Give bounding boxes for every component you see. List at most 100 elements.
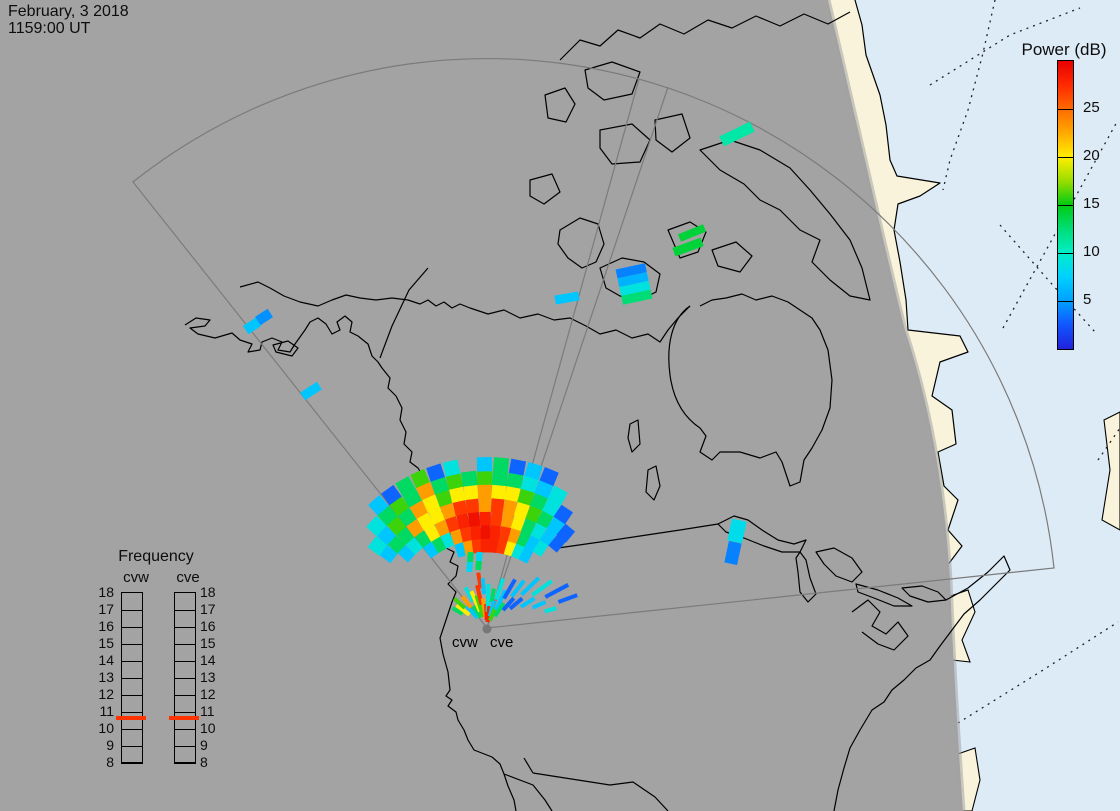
near-scatter-streak	[476, 572, 483, 589]
ladder-rung	[175, 695, 195, 696]
backscatter-cell	[491, 484, 507, 500]
ladder-tick-label: 9	[106, 737, 114, 753]
time-text: 1159:00 UT	[8, 20, 91, 37]
ladder-rung	[122, 712, 142, 713]
near-scatter-streak	[520, 576, 541, 597]
backscatter-cell	[500, 512, 515, 529]
near-scatter-streak	[480, 578, 487, 595]
near-scatter-streak	[489, 588, 496, 603]
backscatter-cell	[416, 511, 435, 531]
backscatter-cell	[539, 467, 559, 486]
ladder-rung	[122, 661, 142, 662]
ladder-rung	[175, 627, 195, 628]
backscatter-cell	[410, 468, 430, 489]
near-scatter-streak	[463, 586, 475, 603]
backscatter-cell	[442, 459, 461, 477]
ladder-tick-label: 13	[98, 669, 114, 685]
ladder-tick-label: 10	[98, 720, 114, 736]
ladder-rung	[175, 746, 195, 747]
near-scatter-streak	[465, 604, 479, 620]
backscatter-cell	[477, 484, 492, 499]
ladder-tick-label: 16	[200, 618, 216, 634]
near-scatter-streak	[557, 593, 578, 604]
colorbar-tick	[1058, 253, 1073, 254]
isolated-backscatter-patch	[619, 280, 651, 296]
near-scatter-streak	[485, 583, 491, 613]
isolated-backscatter-patch	[615, 263, 647, 279]
backscatter-cell	[476, 457, 493, 472]
backscatter-cell	[471, 538, 484, 554]
colorbar-tick	[1058, 205, 1073, 206]
ladder-tick-label: 8	[106, 754, 114, 770]
near-scatter-streak	[455, 603, 471, 617]
backscatter-cell	[556, 523, 576, 543]
backscatter-cell	[477, 470, 493, 486]
isolated-backscatter-patch	[254, 308, 274, 326]
timestamp-block: February, 3 2018 1159:00 UT	[8, 3, 129, 37]
ladder-rung	[122, 644, 142, 645]
backscatter-cell	[530, 522, 547, 541]
backscatter-cell	[440, 502, 457, 520]
backscatter-cell	[520, 474, 539, 493]
ladder-rung	[175, 729, 195, 730]
ladder-tick-label: 17	[200, 601, 216, 617]
backscatter-cell	[524, 462, 543, 480]
backscatter-cell	[506, 471, 524, 489]
isolated-backscatter-patch	[727, 518, 747, 544]
ladder-rung	[122, 627, 142, 628]
frequency-ladder-cvw	[121, 592, 143, 764]
backscatter-cell	[489, 524, 501, 540]
backscatter-cell	[456, 512, 471, 530]
frequency-marker	[169, 715, 199, 720]
colorbar	[1057, 60, 1074, 350]
backscatter-cell	[513, 501, 531, 519]
backscatter-cell	[490, 497, 505, 513]
ladder-tick-label: 12	[98, 686, 114, 702]
backscatter-cell	[553, 504, 574, 525]
backscatter-cell	[498, 525, 512, 542]
ladder-tick-label: 11	[99, 703, 114, 719]
ladder-rung	[175, 762, 195, 763]
backscatter-cell	[445, 515, 461, 533]
day-coastline	[854, 0, 969, 575]
backscatter-cell	[504, 485, 521, 502]
backscatter-cell	[517, 488, 535, 506]
backscatter-cell	[381, 484, 402, 506]
near-scatter-streak	[487, 600, 496, 617]
near-scatter-streak	[471, 604, 483, 619]
fan-outline	[132, 58, 1055, 629]
isolated-backscatter-patch	[475, 560, 482, 571]
ladder-tick-label: 15	[98, 635, 114, 651]
near-scatter-streak	[501, 596, 516, 612]
isolated-backscatter-patch	[677, 224, 707, 242]
colorbar-tick-label: 10	[1083, 243, 1100, 260]
backscatter-cell	[459, 525, 473, 543]
magnetic-grid-dotted	[929, 0, 1120, 724]
ladder-tick-label: 18	[98, 584, 114, 600]
backscatter-cell	[469, 524, 482, 541]
backscatter-cell	[478, 497, 492, 513]
ladder-rung	[122, 678, 142, 679]
backscatter-cell	[435, 489, 453, 508]
near-scatter-streak	[531, 600, 547, 610]
backscatter-cell	[548, 534, 566, 553]
backscatter-cell	[449, 528, 464, 545]
backscatter-layer	[242, 121, 755, 623]
backscatter-cell	[368, 495, 389, 516]
day-land-newfoundland	[1101, 411, 1120, 531]
backscatter-cell	[431, 535, 447, 554]
ladder-tick-label: 14	[98, 652, 114, 668]
backscatter-cell	[430, 476, 450, 495]
isolated-backscatter-patch	[724, 540, 742, 566]
backscatter-cell	[397, 544, 416, 563]
frequency-marker	[116, 715, 146, 720]
site-label-cve: cve	[490, 634, 514, 651]
backscatter-cell	[492, 457, 510, 473]
backscatter-cell	[440, 531, 456, 549]
backscatter-cell	[467, 511, 481, 527]
ladder-tick-label: 10	[200, 720, 216, 736]
frequency-ladder-cve	[174, 592, 196, 764]
backscatter-cell	[366, 515, 387, 537]
colorbar-tick	[1058, 301, 1073, 302]
ladder-rung	[122, 746, 142, 747]
